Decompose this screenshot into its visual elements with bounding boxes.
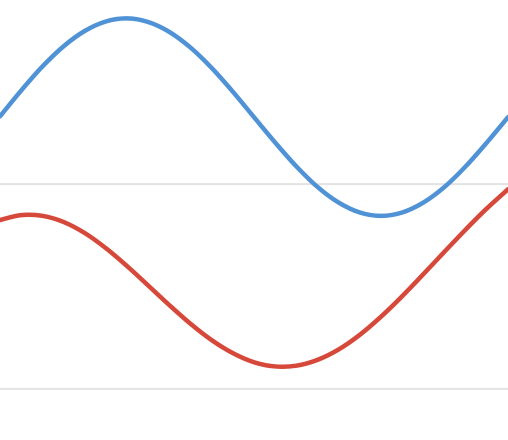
series-lines xyxy=(0,16,508,369)
series-line-1 xyxy=(0,16,508,219)
gridlines xyxy=(0,183,508,390)
series-line-2 xyxy=(0,187,508,369)
